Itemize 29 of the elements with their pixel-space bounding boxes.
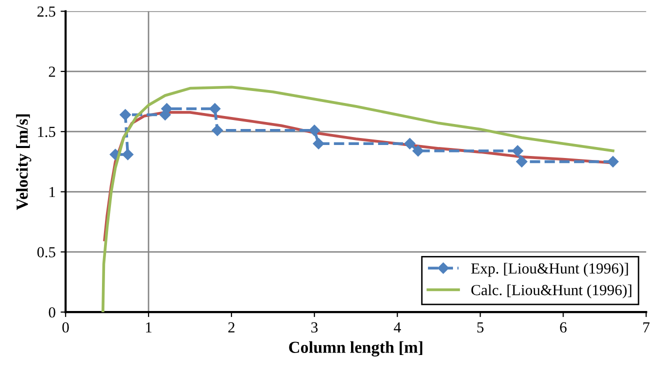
x-tick-label: 4 xyxy=(394,322,401,332)
x-tick-label: 1 xyxy=(146,322,152,332)
y-tick-label: 2.5 xyxy=(37,6,56,17)
point xyxy=(308,124,320,136)
x-tick-label: 2 xyxy=(228,322,234,332)
point xyxy=(312,138,324,150)
point xyxy=(209,103,220,114)
x-tick-label: 7 xyxy=(643,322,650,332)
point xyxy=(412,145,424,156)
y-tick-label: 0 xyxy=(48,307,56,318)
y-tick-label: 1.5 xyxy=(38,126,56,138)
x-tick-label: 3 xyxy=(311,322,318,333)
point xyxy=(607,156,619,168)
y-tick-label: 1 xyxy=(50,186,55,198)
y-tick-label: 2 xyxy=(48,66,56,77)
point xyxy=(404,138,416,150)
legend-label: Exp. [Liou&Hunt (1996)] xyxy=(471,262,628,277)
point xyxy=(120,109,131,120)
point xyxy=(516,156,528,168)
point xyxy=(512,145,524,156)
legend-label: Calc. [Liou&Hunt (1996)] xyxy=(471,284,632,298)
point xyxy=(122,148,134,160)
y-axis-title: Velocity [m/s] xyxy=(16,114,32,210)
x-tick-label: 6 xyxy=(560,322,567,333)
x-tick-label: 0 xyxy=(62,322,69,333)
point xyxy=(212,124,223,136)
x-axis-title: Column length [m] xyxy=(289,341,422,356)
x-tick-label: 5 xyxy=(477,322,484,333)
y-tick-label: 0.5 xyxy=(37,247,56,258)
